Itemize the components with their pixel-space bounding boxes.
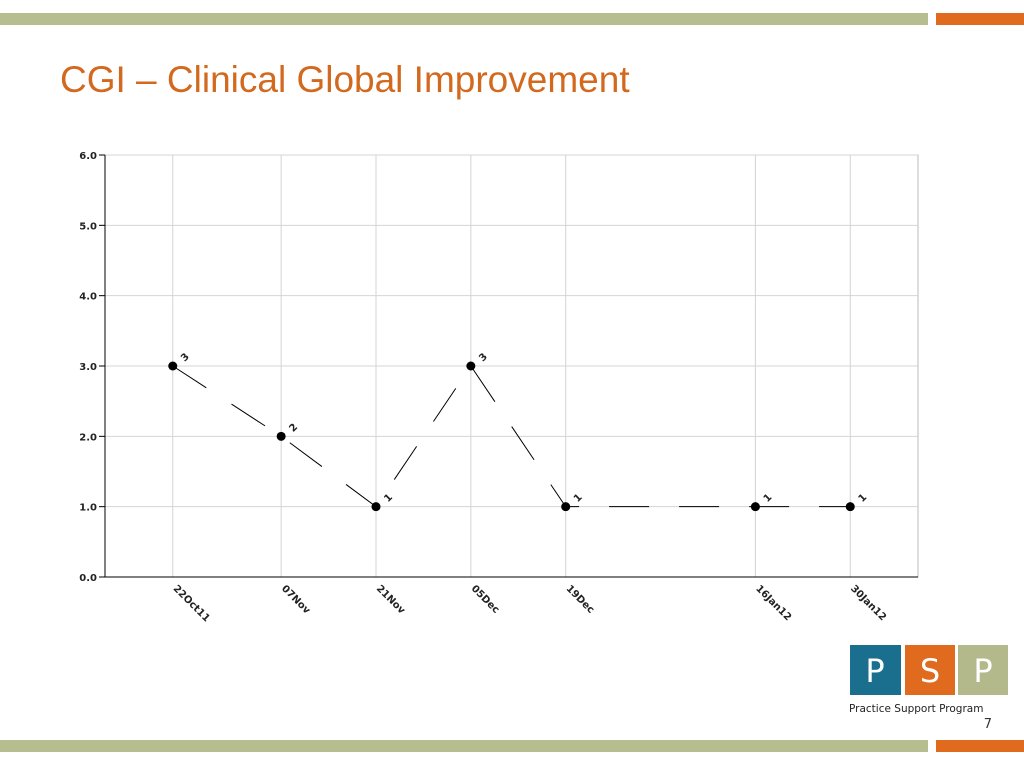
x-tick-label: 21Nov	[374, 583, 407, 616]
logo-letter: P	[865, 652, 884, 690]
logo-box	[905, 645, 955, 695]
top-bar	[0, 13, 928, 25]
point	[561, 502, 571, 512]
logo-letter: S	[920, 652, 940, 690]
x-tick-label: 07Nov	[279, 583, 312, 616]
x-tick-label: 30Jan12	[848, 583, 888, 623]
y-tick-label: 3.0	[79, 362, 97, 373]
y-tick-label: 0.0	[79, 573, 97, 584]
y-tick-label: 2.0	[79, 432, 97, 443]
point	[371, 502, 381, 512]
page-number: 7	[984, 717, 992, 732]
top-accent	[936, 13, 1024, 25]
x-tick-label: 16Jan12	[753, 583, 793, 623]
bottom-accent	[936, 740, 1024, 752]
bottom-bar	[0, 740, 928, 752]
point	[845, 502, 855, 512]
point	[168, 361, 178, 371]
slide-title: CGI – Clinical Global Improvement	[60, 59, 630, 100]
y-tick-label: 6.0	[79, 151, 97, 162]
chart: 0.0 1.0 2.0 3.0 4.0 5.0 6.0 22Oct11 07Nov 21Nov 05…	[79, 151, 919, 624]
point	[276, 431, 286, 441]
logo-letter: P	[973, 652, 992, 690]
y-tick-label: 1.0	[79, 503, 97, 514]
x-tick-label: 05Dec	[469, 583, 502, 616]
point	[750, 502, 760, 512]
x-tick-label: 19Dec	[564, 583, 597, 616]
point	[466, 361, 476, 371]
y-tick-label: 4.0	[79, 292, 97, 303]
logo-caption: Practice Support Program	[849, 703, 983, 715]
x-tick-label: 22Oct11	[171, 583, 212, 624]
logo-box	[958, 645, 1008, 695]
logo-box	[850, 645, 901, 695]
y-tick-label: 5.0	[79, 221, 97, 232]
